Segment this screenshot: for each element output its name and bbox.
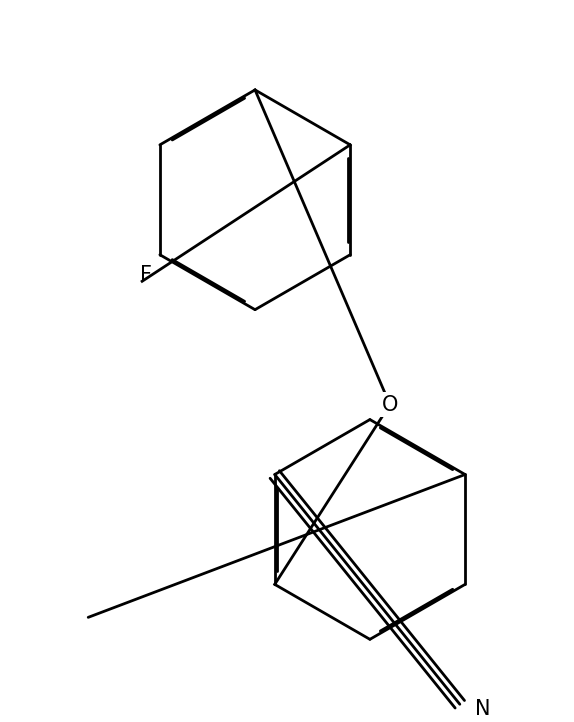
Text: O: O	[382, 395, 398, 414]
Text: F: F	[140, 265, 152, 284]
Text: N: N	[475, 699, 490, 719]
